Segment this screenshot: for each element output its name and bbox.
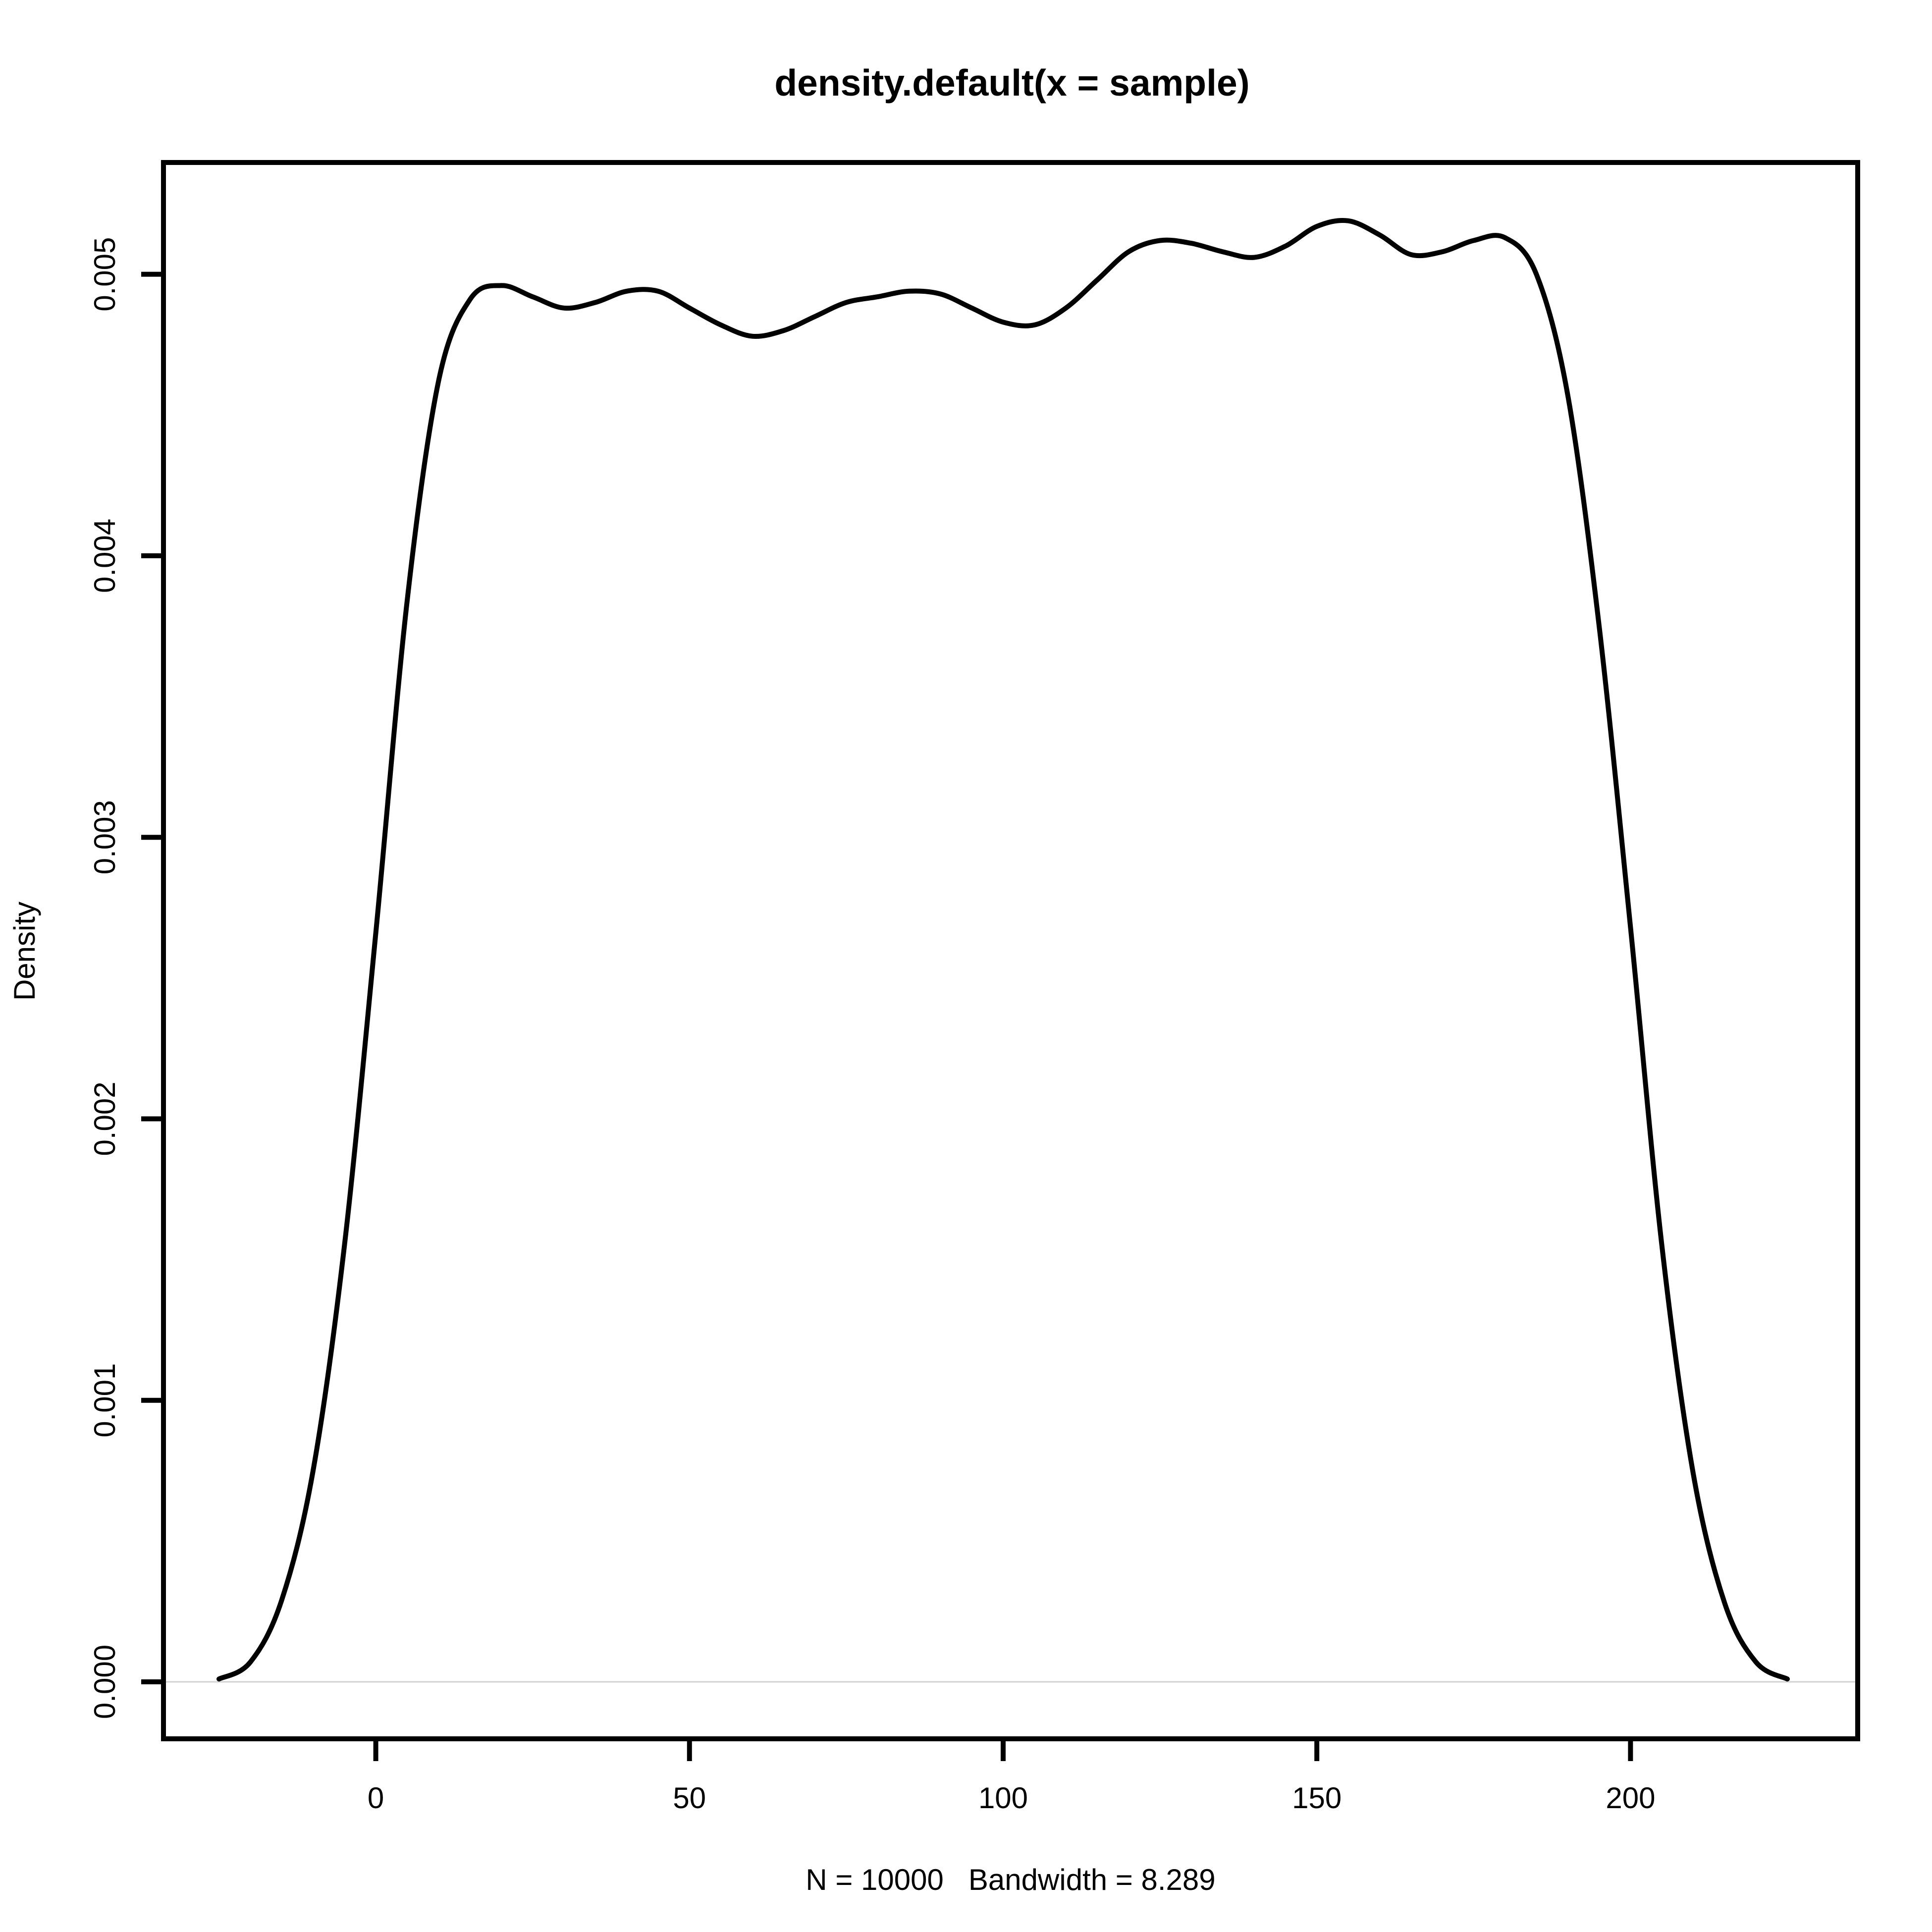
x-tick-label: 150 — [1292, 1781, 1342, 1815]
x-tick-label: 200 — [1606, 1781, 1655, 1815]
y-axis-label: Density — [8, 902, 41, 1001]
y-axis: 0.000 0.001 0.002 0.003 0.004 0.005 — [88, 237, 166, 1719]
density-curve — [216, 217, 1790, 1682]
y-tick-label: 0.002 — [88, 1081, 121, 1156]
x-tick-label: 50 — [673, 1781, 706, 1815]
y-tick-label: 0.000 — [88, 1645, 121, 1719]
y-tick-label: 0.003 — [88, 800, 121, 874]
x-axis: 0 50 100 150 200 — [368, 1736, 1655, 1815]
x-tick-label: 0 — [368, 1781, 384, 1815]
y-tick-label: 0.001 — [88, 1363, 121, 1438]
x-tick-label: 100 — [978, 1781, 1028, 1815]
chart-title: density.default(x = sample) — [774, 62, 1249, 104]
y-tick-label: 0.004 — [88, 519, 121, 593]
y-tick-label: 0.005 — [88, 237, 121, 312]
x-axis-label: N = 10000 Bandwidth = 8.289 — [805, 1863, 1215, 1896]
